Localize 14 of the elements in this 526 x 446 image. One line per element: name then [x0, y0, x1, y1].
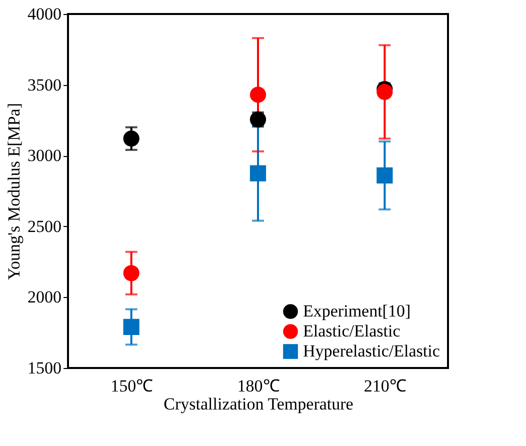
legend-label: Experiment[10]	[303, 302, 411, 320]
x-tick-label: 210℃	[364, 376, 406, 396]
y-tick-label: 4000	[28, 4, 62, 24]
y-axis-title: Young's Modulus E[MPa]	[4, 102, 24, 280]
legend-label: Hyperelastic/Elastic	[303, 342, 440, 360]
legend-label: Elastic/Elastic	[303, 322, 401, 340]
x-axis-title: Crystallization Temperature	[164, 394, 354, 414]
y-tick-label: 3000	[28, 146, 62, 166]
y-tick-label: 3500	[28, 75, 62, 94]
x-tick-label: 150℃	[110, 376, 154, 396]
y-tick-label: 1500	[28, 358, 62, 378]
y-tick-label: 2000	[28, 288, 62, 307]
x-tick-label: 180℃	[237, 376, 280, 396]
y-tick-label: 2500	[28, 216, 62, 236]
